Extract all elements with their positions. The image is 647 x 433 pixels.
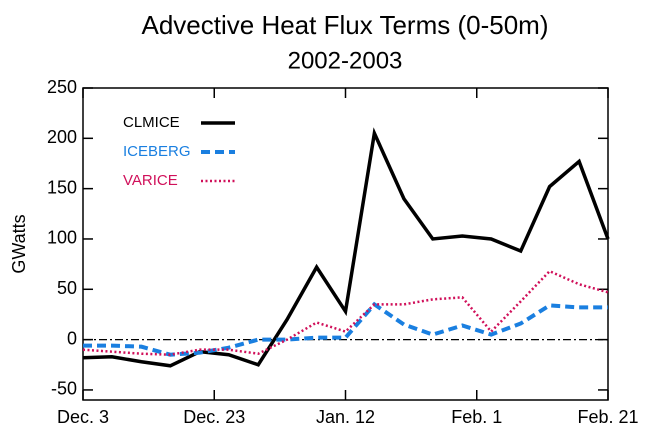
x-tick-label: Dec. 23 bbox=[183, 407, 245, 427]
y-tick-label: 250 bbox=[47, 77, 77, 97]
series-line bbox=[82, 269, 609, 356]
series-line bbox=[82, 127, 610, 368]
plot-frame bbox=[82, 87, 609, 401]
chart-subtitle: 2002-2003 bbox=[288, 47, 403, 74]
y-tick-label: 200 bbox=[47, 127, 77, 147]
y-tick-label: -50 bbox=[51, 379, 77, 399]
y-tick-label: 150 bbox=[47, 177, 77, 197]
y-tick-label: 100 bbox=[47, 228, 77, 248]
x-tick-label: Feb. 21 bbox=[577, 407, 638, 427]
x-tick-label: Jan. 12 bbox=[316, 407, 375, 427]
legend-label: ICEBERG bbox=[123, 143, 191, 160]
x-tick-label: Feb. 1 bbox=[451, 407, 502, 427]
legend-label: VARICE bbox=[123, 172, 178, 189]
y-axis-label: GWatts bbox=[9, 214, 29, 273]
y-tick-label: 50 bbox=[57, 278, 77, 298]
x-tick-label: Dec. 3 bbox=[57, 407, 109, 427]
chart-title: Advective Heat Flux Terms (0-50m) bbox=[142, 10, 549, 40]
y-tick-label: 0 bbox=[67, 328, 77, 348]
legend-label: CLMICE bbox=[123, 114, 180, 131]
